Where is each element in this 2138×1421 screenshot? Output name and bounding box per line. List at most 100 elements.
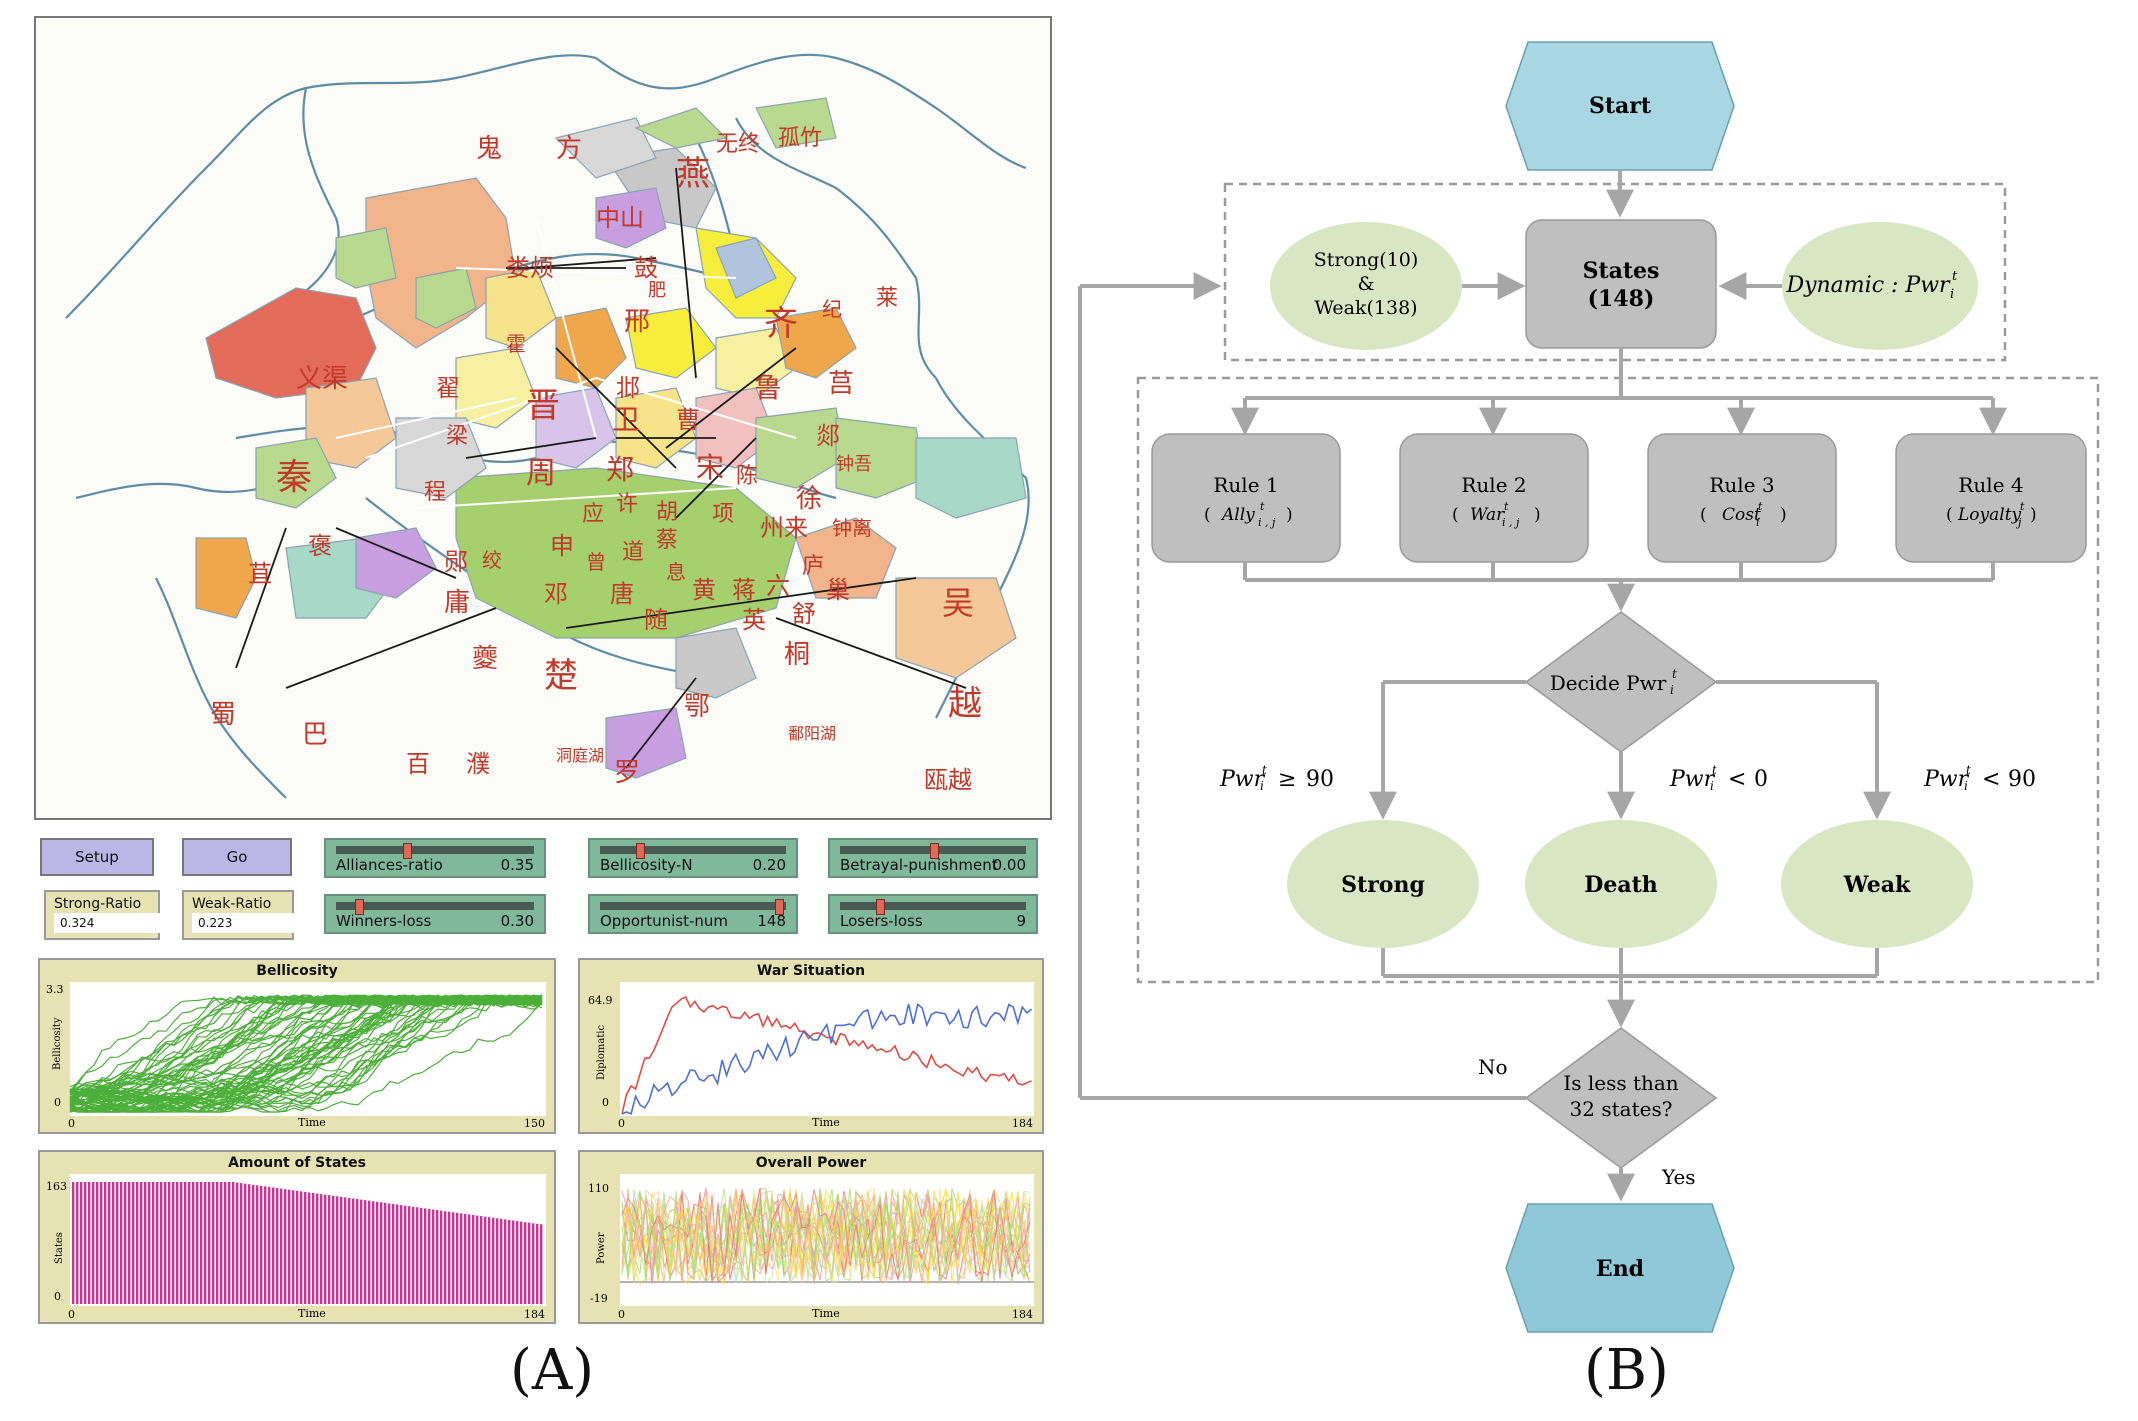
svg-text:t: t <box>1672 667 1677 681</box>
map-label: 方 <box>556 134 583 164</box>
map-label: 翟 <box>436 374 460 402</box>
slider-knob[interactable] <box>929 843 939 859</box>
states-bar <box>416 1207 419 1304</box>
states-bar <box>172 1182 175 1304</box>
setup-button[interactable]: Setup <box>40 838 154 876</box>
states-bar <box>380 1202 383 1304</box>
map-label: 鬼 <box>476 134 503 164</box>
states-bar <box>540 1224 543 1304</box>
ytick-max: 3.3 <box>46 983 64 996</box>
slider-betrayal-punishment[interactable]: Betrayal-punishment 0.00 <box>828 838 1038 878</box>
rule-4-box: Rule 4 ( Loyalty t j ) <box>1895 433 2087 563</box>
rule-formula: Cost <box>1722 505 1761 525</box>
states-bar <box>384 1202 387 1304</box>
states-bar <box>236 1182 239 1304</box>
states-bar <box>352 1198 355 1304</box>
states-bar <box>240 1183 243 1304</box>
dynamic-label: Dynamic : Pwr <box>1785 273 1951 298</box>
states-bar <box>128 1182 131 1304</box>
svg-text:(: ( <box>1452 505 1459 525</box>
map-label: 越 <box>948 684 982 724</box>
map-label: 鲁 <box>754 371 783 404</box>
states-bar <box>368 1200 371 1304</box>
plot-states-svg: 163 0 0 184 Time States <box>46 1174 546 1321</box>
svg-text:i: i <box>1756 516 1760 529</box>
svg-text:(: ( <box>1946 505 1953 525</box>
states-bar <box>524 1222 527 1304</box>
map-label: 义渠 <box>296 364 349 394</box>
states-bar <box>312 1193 315 1304</box>
map-label: 随 <box>644 606 668 634</box>
slider-bellicosity-n[interactable]: Bellicosity-N 0.20 <box>588 838 798 878</box>
plot-bellicosity-svg: 3.3 0 0 150 Time Bellicosity <box>46 982 546 1130</box>
rule-title: Rule 1 <box>1213 473 1278 497</box>
states-bar <box>140 1182 143 1304</box>
question-line-2: 32 states? <box>1570 1097 1673 1121</box>
states-bar <box>164 1182 167 1304</box>
map-link-lines <box>235 167 967 769</box>
slider-opportunist-num[interactable]: Opportunist-num 148 <box>588 894 798 934</box>
map-label: 莱 <box>876 286 899 311</box>
map-svg <box>65 53 1030 799</box>
states-bar <box>296 1190 299 1304</box>
svg-text:j: j <box>2015 516 2022 529</box>
rule-title: Rule 3 <box>1709 473 1774 497</box>
states-bar <box>152 1182 155 1304</box>
states-bar <box>136 1182 139 1304</box>
plot-overall-power: Overall Power 110 -19 0 184 Time Power <box>578 1150 1044 1324</box>
states-bar <box>420 1207 423 1304</box>
states-bar <box>272 1187 275 1304</box>
states-bar <box>392 1204 395 1304</box>
svg-text:0: 0 <box>1754 767 1768 792</box>
states-bar <box>284 1189 287 1304</box>
slider-knob[interactable] <box>355 899 365 915</box>
states-bar <box>376 1201 379 1304</box>
map-label: 英 <box>742 606 766 634</box>
y-axis-label: Bellicosity <box>52 1017 63 1070</box>
slider-alliances-ratio[interactable]: Alliances-ratio 0.35 <box>324 838 546 878</box>
states-bar <box>104 1182 107 1304</box>
slider-knob[interactable] <box>635 843 645 859</box>
states-bar <box>244 1183 247 1304</box>
slider-knob[interactable] <box>402 843 412 859</box>
go-button[interactable]: Go <box>182 838 292 876</box>
states-bar <box>176 1182 179 1304</box>
slider-knob[interactable] <box>775 899 785 915</box>
map-label: 庐 <box>802 554 825 579</box>
plot-title: Amount of States <box>228 1155 366 1171</box>
slider-knob[interactable] <box>875 899 885 915</box>
states-bar <box>192 1182 195 1304</box>
y-axis-label: States <box>54 1232 65 1264</box>
states-bar <box>76 1182 79 1304</box>
map-label: 梁 <box>446 424 469 449</box>
x-axis-label: Time <box>298 1116 326 1129</box>
svg-text:i: i <box>1950 287 1954 302</box>
bellicosity-line <box>69 994 543 1093</box>
slider-losers-loss[interactable]: Losers-loss 9 <box>828 894 1038 934</box>
power-line <box>621 1188 1031 1283</box>
states-bar <box>500 1218 503 1304</box>
slider-winners-loss[interactable]: Winners-loss 0.30 <box>324 894 546 934</box>
states-bar <box>508 1220 511 1304</box>
weak-oval <box>1781 820 1973 948</box>
ytick-min: 0 <box>54 1096 61 1109</box>
states-bar <box>504 1219 507 1304</box>
y-axis-label: Diplomatic <box>596 1025 607 1080</box>
map-label: 道 <box>622 540 645 565</box>
states-bar <box>120 1182 123 1304</box>
ampersand-label: & <box>1358 273 1375 295</box>
map-label: 项 <box>712 502 735 527</box>
xtick-min: 0 <box>618 1308 625 1321</box>
states-bar <box>356 1199 359 1304</box>
rule-title: Rule 2 <box>1461 473 1526 497</box>
states-bar <box>280 1188 283 1304</box>
states-bar <box>520 1221 523 1304</box>
states-bar <box>464 1213 467 1304</box>
states-bar <box>268 1187 271 1304</box>
states-bar <box>228 1182 231 1304</box>
states-bar <box>292 1190 295 1305</box>
states-bar <box>72 1182 75 1304</box>
states-bar <box>452 1212 455 1305</box>
states-bar <box>256 1185 259 1304</box>
map-label: 孤竹 <box>778 126 823 151</box>
